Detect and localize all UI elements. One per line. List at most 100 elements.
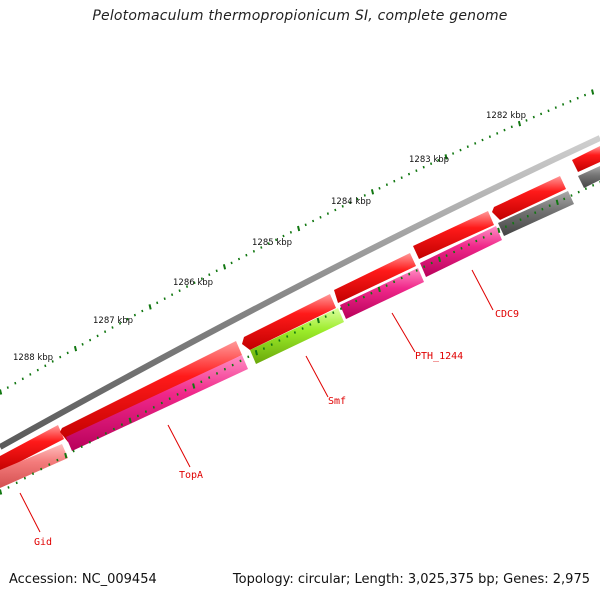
inner-minor-tick: [482, 236, 485, 239]
scale-label-1287: 1287 kbp: [93, 316, 133, 326]
gene-forward-6: [572, 146, 600, 172]
scale-minor-tick: [230, 261, 233, 265]
scale-label-1285: 1285 kbp: [252, 238, 292, 248]
scale-minor-tick: [156, 301, 159, 305]
scale-minor-tick: [29, 373, 32, 376]
inner-minor-tick: [460, 246, 463, 250]
inner-minor-tick: [120, 423, 123, 426]
inner-minor-tick: [430, 261, 433, 265]
inner-minor-tick: [144, 410, 147, 413]
gene-topa: [66, 355, 248, 451]
inner-minor-tick: [239, 359, 242, 363]
inner-minor-tick: [519, 218, 522, 222]
inner-minor-tick: [490, 232, 493, 236]
gene-label-leaders: [19, 269, 494, 533]
inner-minor-tick: [512, 221, 515, 225]
scale-minor-tick: [267, 242, 270, 245]
gene-forward-5: [492, 176, 566, 220]
forward-strand: [0, 146, 600, 472]
scale-minor-tick: [452, 152, 455, 155]
inner-minor-tick: [339, 307, 343, 311]
scale-minor-tick: [569, 99, 572, 103]
genome-title: Pelotomaculum thermopropionicum SI, comp…: [92, 8, 508, 24]
inner-minor-tick: [247, 355, 250, 359]
leader-gid: [19, 492, 41, 533]
scale-minor-tick: [89, 338, 92, 342]
scale-minor-tick: [378, 186, 381, 190]
scale-minor-tick: [363, 194, 366, 197]
inner-major-tick: [437, 256, 442, 263]
scale-major-tick: [517, 120, 522, 127]
scale-minor-tick: [554, 106, 557, 109]
accession-text: Accession: NC_009454: [9, 572, 157, 587]
inner-minor-tick: [104, 432, 107, 435]
scale-minor-tick: [126, 317, 129, 321]
scale-minor-tick: [104, 330, 107, 334]
chromosome-backbone: [0, 135, 600, 450]
inner-major-tick: [377, 286, 381, 293]
scale-minor-tick: [540, 112, 543, 116]
inner-minor-tick: [293, 331, 296, 334]
inner-minor-tick: [592, 183, 595, 187]
gene-label-pth-1244: PTH_1244: [415, 351, 463, 362]
gene-label-cdc9: CDC9: [495, 309, 519, 320]
scale-minor-tick: [348, 201, 352, 205]
scale-minor-tick: [193, 281, 196, 285]
inner-minor-tick: [324, 315, 327, 318]
scale-tick-row: [0, 89, 595, 395]
gene-label-smf: Smf: [328, 396, 346, 407]
inner-major-tick: [192, 383, 196, 389]
leader-pth-1244: [391, 312, 416, 353]
scale-major-tick: [73, 345, 78, 352]
scale-major-tick: [0, 389, 3, 395]
scale-minor-tick: [81, 342, 84, 346]
scale-minor-tick: [141, 309, 144, 313]
inner-major-tick: [0, 489, 3, 495]
scale-major-tick: [222, 264, 227, 270]
scale-minor-tick: [334, 208, 337, 212]
leader-topa: [167, 424, 191, 468]
scale-minor-tick: [51, 360, 54, 363]
scale-minor-tick: [437, 158, 440, 162]
inner-minor-tick: [231, 363, 234, 367]
inner-minor-tick: [526, 214, 529, 218]
inner-minor-tick: [223, 367, 226, 371]
gene-pth-1244: [340, 268, 424, 319]
inner-minor-tick: [152, 405, 155, 409]
gene-gid: [0, 444, 68, 488]
scale-minor-tick: [44, 364, 47, 368]
scale-minor-tick: [111, 326, 114, 329]
inner-minor-tick: [400, 276, 403, 280]
inner-minor-tick: [56, 458, 59, 462]
scale-minor-tick: [118, 322, 122, 325]
inner-minor-tick: [278, 339, 281, 342]
inner-minor-tick: [385, 284, 388, 287]
inner-minor-tick: [467, 243, 470, 247]
scale-minor-tick: [481, 138, 484, 142]
scale-minor-tick: [466, 145, 469, 149]
gene-cdc9: [420, 226, 502, 277]
inner-major-tick: [64, 452, 68, 459]
scale-minor-tick: [275, 238, 278, 242]
scale-minor-tick: [36, 368, 39, 372]
inner-minor-tick: [160, 401, 163, 405]
scale-minor-tick: [312, 219, 315, 223]
scale-minor-tick: [282, 234, 285, 238]
inner-minor-tick: [453, 250, 456, 254]
scale-minor-tick: [583, 93, 587, 97]
gene-forward-1: [0, 425, 64, 472]
inner-minor-tick: [200, 380, 203, 384]
inner-minor-tick: [168, 397, 171, 401]
scale-major-tick: [297, 225, 301, 232]
gene-label-topa: TopA: [179, 470, 203, 481]
leader-smf: [305, 355, 329, 398]
gene-forward-topa-neighbor: [60, 341, 242, 442]
inner-minor-tick: [504, 225, 507, 229]
scale-minor-tick: [208, 273, 211, 277]
scale-minor-tick: [407, 172, 411, 176]
scale-minor-tick: [252, 249, 255, 253]
inner-minor-tick: [362, 295, 365, 299]
inner-minor-tick: [40, 467, 43, 471]
scale-minor-tick: [163, 297, 166, 301]
scale-minor-tick: [215, 269, 218, 273]
